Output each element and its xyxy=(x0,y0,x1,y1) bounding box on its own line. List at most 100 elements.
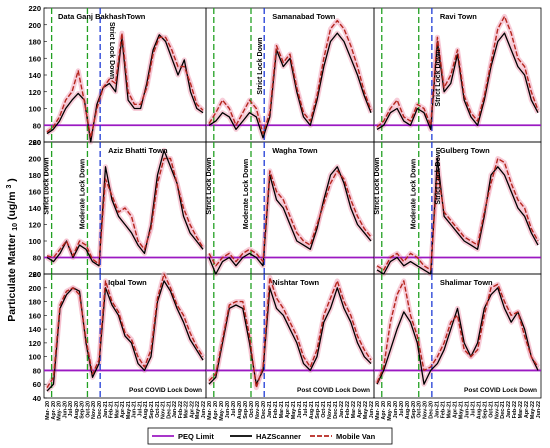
x-tick-label: Sep-20 xyxy=(243,401,249,419)
panel-title: Shalimar Town xyxy=(440,278,493,287)
y-tick-label: 140 xyxy=(28,71,41,80)
x-tick-label: Mar-21 xyxy=(447,401,453,418)
x-tick-label: Dec-20 xyxy=(261,401,267,419)
panel-wagha-town: Wagha Town Strict Lock Down Moderate Lock … xyxy=(205,141,375,277)
x-tick-label: Aug-20 xyxy=(405,401,411,419)
panel-title: Data Ganj BakhashTown xyxy=(58,12,146,21)
x-tick-label: Feb-22 xyxy=(178,401,184,418)
panel-frame xyxy=(205,273,375,399)
series-halo xyxy=(45,30,205,141)
x-tick-label: Oct-21 xyxy=(488,401,494,418)
series-mobile-van xyxy=(46,32,204,139)
x-tick-label: Apr- 20 xyxy=(381,401,387,420)
x-tick-label: Dec-21 xyxy=(166,401,172,419)
y-tick-label: 100 xyxy=(28,237,41,246)
panel-iqbal-town: Iqbal Town Post COVID Lock Down xyxy=(43,271,207,399)
x-tick-label: Jul-21 xyxy=(137,401,143,417)
y-tick-label: 180 xyxy=(28,171,41,180)
series-mobile-van xyxy=(376,15,539,128)
series-halo xyxy=(375,156,541,273)
series-hazscanner xyxy=(46,149,204,267)
x-tick-label: Jan-22 xyxy=(339,401,345,418)
y-tick-label: 120 xyxy=(28,221,41,230)
y-tick-label: 60 xyxy=(33,138,41,147)
y-axis-label: Particulate Matter 10 (ug/m 3 ) xyxy=(2,178,20,322)
x-tick-label: Sep-20 xyxy=(80,401,86,419)
moderate-lockdown-label: Moderate Lock Down xyxy=(79,159,86,229)
x-axis-ticks: Mar- 20 Apr- 20 May- 20 Jun-20 Jul-20 Aug-20 S… xyxy=(45,401,542,421)
x-tick-label: Oct-20 xyxy=(249,401,255,418)
x-tick-label: Aug-20 xyxy=(237,401,243,419)
x-tick-label: Jul-20 xyxy=(68,401,74,417)
y-tick-label: 220 xyxy=(28,270,41,279)
x-tick-label: Aug-21 xyxy=(143,401,149,419)
y-axis-label-main: Particulate Matter xyxy=(6,234,18,322)
x-tick-label: Jul-21 xyxy=(303,401,309,417)
x-tick-label: Mar- 20 xyxy=(207,401,213,420)
x-tick-label: Jun-21 xyxy=(132,401,138,418)
svg-text:Particulate Matter 10: Particulate Matter 10 (ug/m 3 ) xyxy=(2,178,20,322)
x-tick-label: Jun-21 xyxy=(297,401,303,418)
post-covid-lockdown-label: Post COVID Lock Down xyxy=(464,387,537,394)
panel-samanabad-town: Samanabad Town Strict Lock Down xyxy=(205,7,375,143)
y-tick-label: 160 xyxy=(28,188,41,197)
x-tick-label: Jun-21 xyxy=(464,401,470,418)
x-tick-label: Nov-20 xyxy=(255,401,261,419)
legend-label: HAZScanner xyxy=(256,432,301,441)
x-tick-label: Aug-21 xyxy=(476,401,482,419)
x-tick-label: Aug-20 xyxy=(74,401,80,419)
series-halo xyxy=(374,278,541,384)
strict-lockdown-label: Strict Lock Down xyxy=(44,157,51,214)
x-tick-label: May- 20 xyxy=(219,401,225,421)
panel-title: Iqbal Town xyxy=(108,278,147,287)
strict-lockdown-label: Strict Lock Down xyxy=(108,22,115,79)
x-tick-label: Apr-21 xyxy=(453,401,459,418)
x-tick-label: May-21 xyxy=(291,401,297,419)
y-axis-ticks-row-2: 40 60 80 100 120 140 160 180 200 220 xyxy=(28,270,47,403)
x-tick-label: Aug-21 xyxy=(309,401,315,419)
x-tick-label: Apr-21 xyxy=(120,401,126,418)
x-tick-label: Jun-22 xyxy=(536,401,542,418)
x-tick-label: Mar-22 xyxy=(351,401,357,418)
x-tick-label: Dec-20 xyxy=(429,401,435,419)
post-covid-lockdown-label: Post COVID Lock Down xyxy=(297,387,370,394)
x-tick-label: Apr-22 xyxy=(357,401,363,418)
series-hazscanner xyxy=(208,287,372,385)
y-tick-label: 220 xyxy=(28,4,41,13)
series-mobile-van xyxy=(376,157,539,271)
y-tick-label: 60 xyxy=(33,270,41,279)
y-axis-label-close: ) xyxy=(6,178,18,182)
x-tick-label: May- 20 xyxy=(387,401,393,421)
panel-title: Ravi Town xyxy=(440,12,477,21)
legend-label: Mobile Van xyxy=(336,432,376,441)
panel-title: Wagha Town xyxy=(272,146,318,155)
series-hazscanner xyxy=(46,280,204,392)
y-tick-label: 220 xyxy=(28,138,41,147)
strict-lockdown-label: Strict Lock Down xyxy=(206,157,213,214)
x-tick-label: Jul-20 xyxy=(399,401,405,417)
y-tick-label: 200 xyxy=(28,284,41,293)
strict-lockdown-label: Strict Lock Down xyxy=(257,37,264,94)
x-tick-label: Feb-22 xyxy=(512,401,518,418)
x-tick-label: Mar- 20 xyxy=(375,401,381,420)
x-tick-label: Mar-22 xyxy=(518,401,524,418)
legend-box xyxy=(147,427,393,445)
x-tick-label: Nov-21 xyxy=(161,401,167,419)
x-tick-label: Jun-20 xyxy=(62,401,68,418)
x-tick-label: Sep-21 xyxy=(149,401,155,419)
x-tick-label: Mar-21 xyxy=(279,401,285,418)
y-tick-label: 140 xyxy=(28,325,41,334)
y-tick-label: 120 xyxy=(28,88,41,97)
x-tick-label: Mar-21 xyxy=(114,401,120,418)
series-hazscanner xyxy=(376,157,539,275)
x-tick-label: Jan-21 xyxy=(267,401,273,418)
series-mobile-van xyxy=(46,157,204,265)
y-tick-label: 140 xyxy=(28,204,41,213)
x-tick-label: May-22 xyxy=(363,401,369,419)
moderate-lockdown-label: Moderate Lock Down xyxy=(411,159,418,229)
x-tick-label: Jan-21 xyxy=(435,401,441,418)
y-tick-label: 200 xyxy=(28,21,41,30)
panel-frame xyxy=(373,273,542,399)
